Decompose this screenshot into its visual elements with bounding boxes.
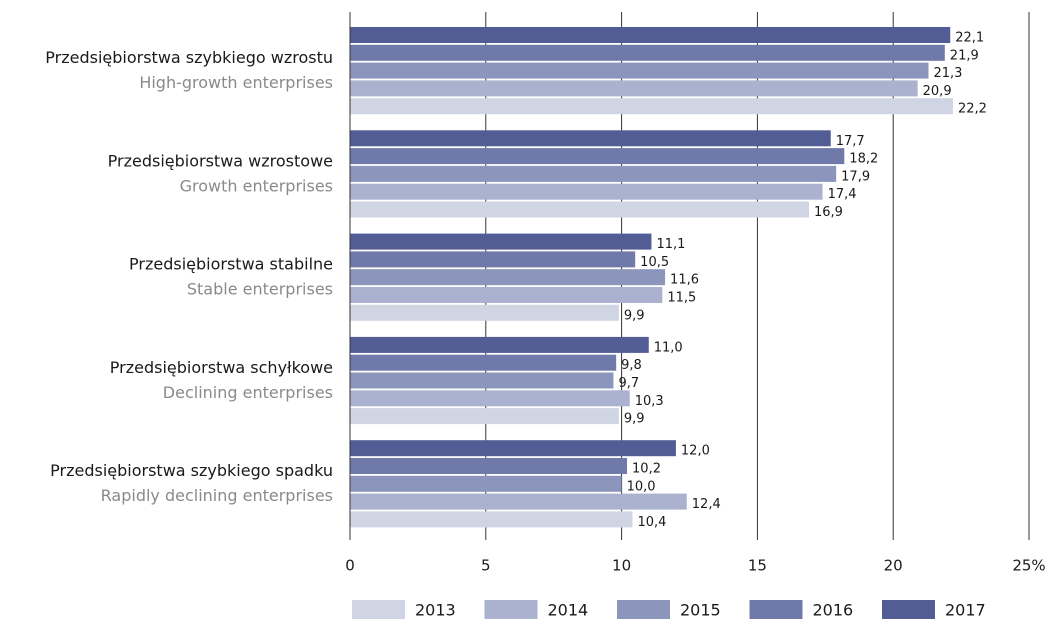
value-label: 21,3 bbox=[934, 66, 963, 81]
bar bbox=[350, 475, 622, 492]
bar bbox=[350, 408, 619, 425]
value-label: 12,4 bbox=[692, 497, 721, 512]
bar bbox=[350, 183, 823, 200]
legend-swatch bbox=[484, 600, 538, 619]
legend-label: 2014 bbox=[548, 601, 589, 620]
bar bbox=[350, 390, 630, 407]
value-label: 16,9 bbox=[814, 205, 843, 220]
value-label: 20,9 bbox=[923, 84, 952, 99]
value-label: 22,1 bbox=[955, 31, 984, 46]
value-label: 18,2 bbox=[849, 152, 878, 167]
bar bbox=[350, 354, 617, 371]
bar bbox=[350, 336, 649, 353]
x-tick-label: 5 bbox=[481, 557, 491, 575]
category-subtitle: Growth enterprises bbox=[180, 176, 333, 195]
bar bbox=[350, 287, 663, 303]
x-tick-label: 0 bbox=[345, 557, 355, 575]
category-label: Przedsiębiorstwa szybkiego wzrostu bbox=[45, 48, 333, 67]
value-label: 9,9 bbox=[624, 308, 645, 323]
x-tick-label: 10 bbox=[612, 557, 631, 575]
value-label: 9,9 bbox=[624, 412, 645, 427]
category-label: Przedsiębiorstwa szybkiego spadku bbox=[50, 461, 333, 480]
category-label: Przedsiębiorstwa schyłkowe bbox=[110, 358, 333, 377]
value-label: 10,4 bbox=[637, 515, 666, 530]
category-subtitle: High-growth enterprises bbox=[139, 73, 333, 92]
value-label: 22,2 bbox=[958, 102, 987, 117]
bar bbox=[350, 304, 619, 321]
bar bbox=[350, 201, 810, 218]
legend-label: 2015 bbox=[680, 601, 721, 620]
value-label: 17,4 bbox=[828, 187, 857, 202]
value-label: 10,2 bbox=[632, 462, 661, 477]
bar bbox=[350, 80, 918, 97]
value-label: 17,9 bbox=[841, 169, 870, 184]
x-tick-label: 25% bbox=[1012, 557, 1045, 575]
bar bbox=[350, 269, 666, 286]
legend-swatch bbox=[617, 600, 670, 619]
value-label: 11,1 bbox=[656, 237, 685, 252]
bar bbox=[350, 251, 636, 268]
category-subtitle: Declining enterprises bbox=[163, 383, 333, 402]
x-tick-label: 15 bbox=[748, 557, 767, 575]
x-tick-label: 20 bbox=[884, 557, 903, 575]
bar bbox=[350, 233, 652, 250]
category-label: Przedsiębiorstwa wzrostowe bbox=[108, 151, 333, 170]
value-label: 11,6 bbox=[670, 273, 699, 288]
value-label: 9,8 bbox=[621, 358, 642, 373]
bar bbox=[350, 440, 676, 457]
bar bbox=[350, 62, 929, 79]
legend-label: 2017 bbox=[945, 601, 986, 620]
category-subtitle: Rapidly declining enterprises bbox=[101, 486, 333, 505]
legend-swatch bbox=[352, 600, 405, 619]
legend-label: 2013 bbox=[415, 601, 456, 620]
bar bbox=[350, 165, 837, 182]
category-subtitle: Stable enterprises bbox=[187, 280, 333, 299]
legend-swatch bbox=[882, 600, 935, 619]
value-label: 10,0 bbox=[627, 479, 656, 494]
value-label: 12,0 bbox=[681, 444, 710, 459]
bar bbox=[350, 458, 628, 474]
bar bbox=[350, 98, 953, 115]
value-label: 10,3 bbox=[635, 394, 664, 409]
bar bbox=[350, 27, 951, 43]
value-label: 21,9 bbox=[950, 48, 979, 63]
category-label: Przedsiębiorstwa stabilne bbox=[129, 255, 333, 274]
bar bbox=[350, 511, 633, 528]
value-label: 10,5 bbox=[640, 255, 669, 270]
bar bbox=[350, 130, 831, 147]
bar bbox=[350, 148, 845, 165]
legend-label: 2016 bbox=[813, 601, 854, 620]
value-label: 11,0 bbox=[654, 340, 683, 355]
legend-swatch bbox=[749, 600, 803, 619]
value-label: 9,7 bbox=[618, 376, 639, 391]
value-label: 17,7 bbox=[836, 134, 865, 149]
value-label: 11,5 bbox=[667, 291, 696, 306]
bar bbox=[350, 44, 945, 61]
bar bbox=[350, 372, 614, 389]
bar bbox=[350, 493, 687, 510]
